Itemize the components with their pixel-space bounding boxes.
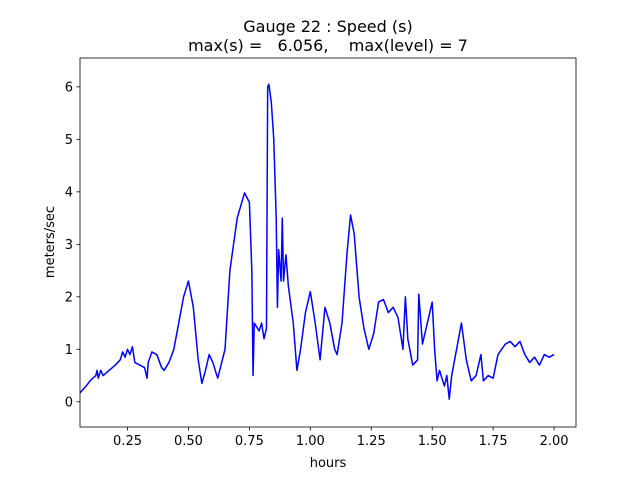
x-tick-label: 1.50 bbox=[418, 434, 447, 449]
y-tick-label: 2 bbox=[65, 290, 73, 305]
chart-subtitle: max(s) = 6.056, max(level) = 7 bbox=[188, 36, 468, 55]
x-tick-label: 2.00 bbox=[540, 434, 569, 449]
y-axis-label: meters/sec bbox=[43, 206, 58, 278]
data-line bbox=[80, 83, 555, 400]
y-tick-label: 4 bbox=[65, 185, 73, 200]
y-tick-label: 6 bbox=[65, 80, 73, 95]
x-tick-label: 1.25 bbox=[357, 434, 386, 449]
x-tick-label: 0.75 bbox=[235, 434, 264, 449]
y-tick-label: 3 bbox=[65, 238, 73, 253]
x-tick-label: 0.50 bbox=[174, 434, 203, 449]
chart-title: Gauge 22 : Speed (s) bbox=[243, 17, 412, 36]
y-tick-label: 1 bbox=[65, 343, 73, 358]
x-axis-label: hours bbox=[310, 456, 347, 471]
y-tick-label: 0 bbox=[65, 395, 73, 410]
x-tick-label: 1.75 bbox=[479, 434, 508, 449]
axes-frame bbox=[79, 57, 577, 428]
x-tick-label: 1.00 bbox=[296, 434, 325, 449]
y-tick-label: 5 bbox=[65, 133, 73, 148]
x-tick-label: 0.25 bbox=[113, 434, 142, 449]
